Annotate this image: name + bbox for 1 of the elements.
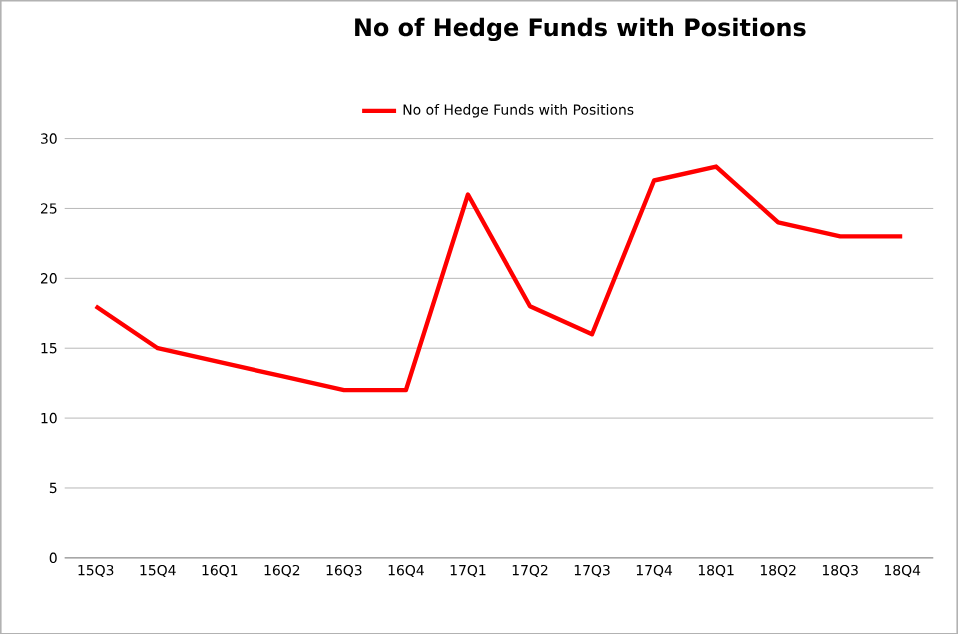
chart-title: No of Hedge Funds with Positions: [355, 17, 806, 41]
